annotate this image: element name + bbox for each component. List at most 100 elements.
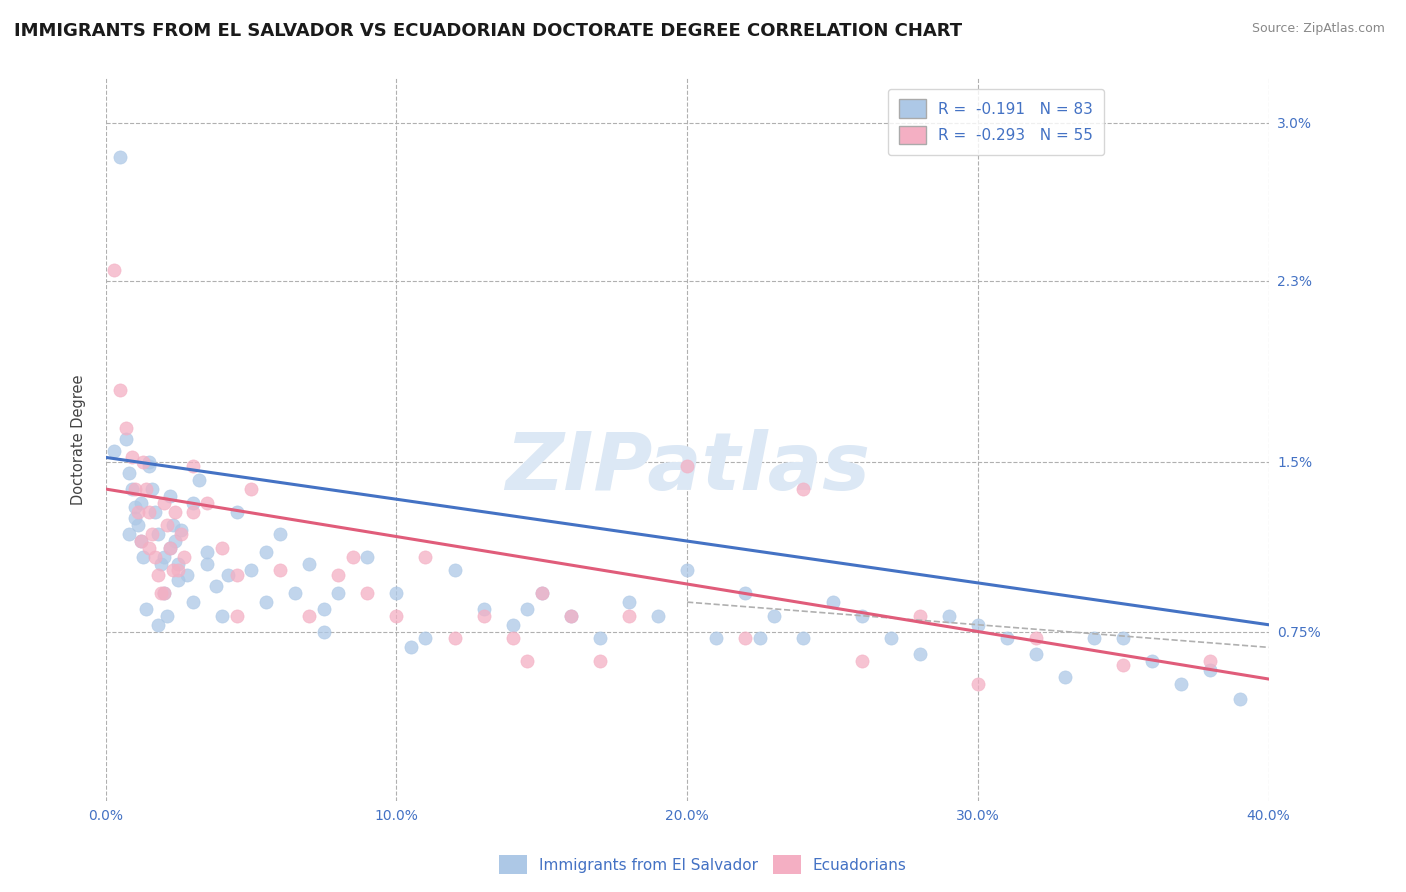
Point <box>792 632 814 646</box>
Legend: Immigrants from El Salvador, Ecuadorians: Immigrants from El Salvador, Ecuadorians <box>494 849 912 880</box>
Point <box>763 608 786 623</box>
Text: IMMIGRANTS FROM EL SALVADOR VS ECUADORIAN DOCTORATE DEGREE CORRELATION CHART: IMMIGRANTS FROM EL SALVADOR VS ECUADORIA… <box>14 22 962 40</box>
Point <box>240 482 263 496</box>
Point <box>124 500 146 515</box>
Point <box>908 647 931 661</box>
Point <box>103 443 125 458</box>
Point <box>298 557 321 571</box>
Legend: R =  -0.191   N = 83, R =  -0.293   N = 55: R = -0.191 N = 83, R = -0.293 N = 55 <box>889 88 1104 155</box>
Point <box>143 505 166 519</box>
Point <box>127 518 149 533</box>
Point <box>240 564 263 578</box>
Point <box>197 545 219 559</box>
Point <box>284 586 307 600</box>
Point <box>472 602 495 616</box>
Point <box>197 495 219 509</box>
Point <box>165 534 187 549</box>
Point <box>356 586 378 600</box>
Point <box>560 608 582 623</box>
Point <box>415 632 437 646</box>
Point <box>146 568 169 582</box>
Point <box>181 495 204 509</box>
Point <box>217 568 239 582</box>
Point <box>851 608 873 623</box>
Point <box>129 534 152 549</box>
Point <box>115 432 138 446</box>
Point <box>110 150 132 164</box>
Point <box>135 482 157 496</box>
Point <box>121 482 143 496</box>
Point <box>995 632 1018 646</box>
Point <box>197 557 219 571</box>
Point <box>254 595 277 609</box>
Point <box>516 654 538 668</box>
Point <box>132 549 155 564</box>
Point <box>530 586 553 600</box>
Point <box>908 608 931 623</box>
Point <box>225 608 247 623</box>
Point <box>138 541 160 555</box>
Point <box>211 608 233 623</box>
Point <box>792 482 814 496</box>
Point <box>103 262 125 277</box>
Point <box>1025 632 1047 646</box>
Point <box>162 518 184 533</box>
Point <box>647 608 669 623</box>
Point <box>589 632 612 646</box>
Point <box>676 564 699 578</box>
Point <box>129 495 152 509</box>
Point <box>516 602 538 616</box>
Point <box>734 586 756 600</box>
Point <box>312 602 335 616</box>
Point <box>127 505 149 519</box>
Point <box>129 534 152 549</box>
Point <box>254 545 277 559</box>
Point <box>153 549 176 564</box>
Point <box>851 654 873 668</box>
Point <box>159 541 181 555</box>
Point <box>472 608 495 623</box>
Point <box>167 573 190 587</box>
Point <box>1170 676 1192 690</box>
Point <box>156 608 179 623</box>
Point <box>170 523 193 537</box>
Point <box>153 586 176 600</box>
Point <box>967 617 990 632</box>
Y-axis label: Doctorate Degree: Doctorate Degree <box>72 374 86 505</box>
Point <box>734 632 756 646</box>
Point <box>443 632 465 646</box>
Point <box>118 467 141 481</box>
Point <box>312 624 335 639</box>
Point <box>153 586 176 600</box>
Point <box>181 505 204 519</box>
Text: Source: ZipAtlas.com: Source: ZipAtlas.com <box>1251 22 1385 36</box>
Point <box>141 527 163 541</box>
Point <box>167 564 190 578</box>
Point <box>162 564 184 578</box>
Point <box>328 586 350 600</box>
Point <box>821 595 844 609</box>
Point <box>1142 654 1164 668</box>
Point <box>385 608 408 623</box>
Point <box>205 579 228 593</box>
Point <box>149 586 172 600</box>
Point <box>132 455 155 469</box>
Point <box>443 564 465 578</box>
Point <box>1199 654 1222 668</box>
Point <box>181 595 204 609</box>
Point <box>156 518 179 533</box>
Point <box>138 505 160 519</box>
Point <box>181 459 204 474</box>
Point <box>1025 647 1047 661</box>
Point <box>342 549 364 564</box>
Point <box>153 495 176 509</box>
Point <box>167 557 190 571</box>
Point <box>269 564 291 578</box>
Point <box>135 602 157 616</box>
Point <box>146 527 169 541</box>
Point <box>124 482 146 496</box>
Point <box>141 482 163 496</box>
Point <box>269 527 291 541</box>
Point <box>560 608 582 623</box>
Point <box>502 632 524 646</box>
